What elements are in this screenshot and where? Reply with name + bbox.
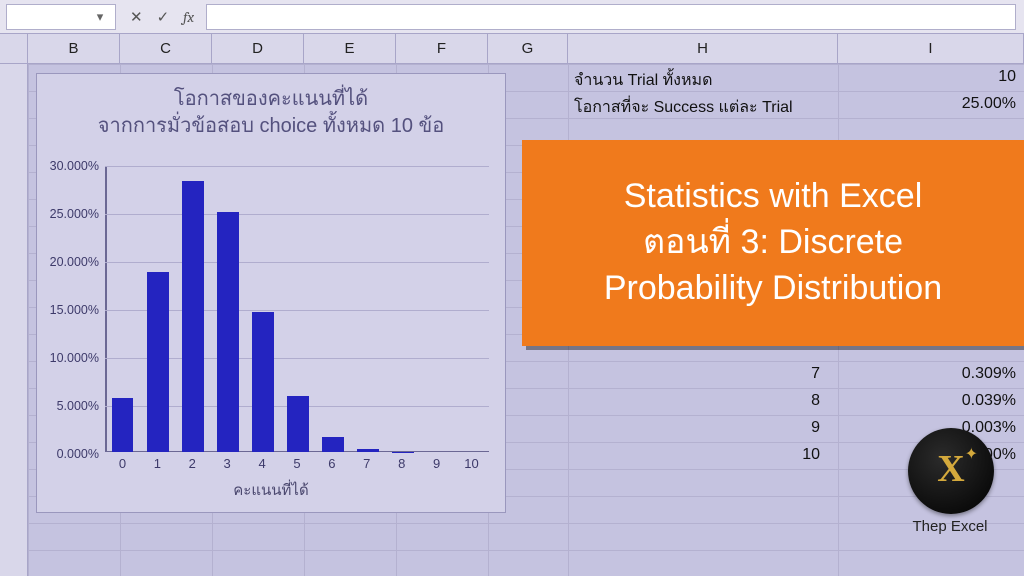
cell-I-1[interactable]: 25.00% (838, 95, 1016, 113)
fx-icon[interactable]: fx (183, 8, 194, 26)
ytick: 20.000% (50, 255, 99, 269)
bar (182, 181, 204, 452)
formula-bar: ▾ ✕ ✓ fx (0, 0, 1024, 34)
bar (287, 396, 309, 452)
wing-icon: ✦ (965, 444, 978, 464)
xtick: 0 (105, 456, 140, 478)
banner-text: Statistics with Excel ตอนที่ 3: Discrete… (604, 174, 942, 312)
column-header-C[interactable]: C (120, 34, 212, 63)
chart-title: โอกาสของคะแนนที่ได้ จากการมั่วข้อสอบ cho… (37, 74, 505, 146)
cell-H-12[interactable]: 8 (568, 392, 820, 410)
chart-title-line2: จากการมั่วข้อสอบ choice ทั้งหมด 10 ข้อ (47, 113, 495, 140)
formula-buttons: ✕ ✓ fx (130, 8, 194, 26)
ytick: 5.000% (57, 399, 99, 413)
column-header-D[interactable]: D (212, 34, 304, 63)
select-all-corner[interactable] (0, 34, 28, 63)
chart-xaxis: 012345678910 (105, 456, 489, 478)
cell-I-12[interactable]: 0.039% (838, 392, 1016, 410)
row-number-gutter (0, 64, 28, 576)
brand-name: Thep Excel (890, 518, 1010, 535)
column-header-I[interactable]: I (838, 34, 1024, 63)
bar (112, 398, 134, 452)
cancel-icon[interactable]: ✕ (130, 8, 143, 26)
xtick: 9 (419, 456, 454, 478)
probability-chart: โอกาสของคะแนนที่ได้ จากการมั่วข้อสอบ cho… (36, 73, 506, 513)
formula-input[interactable] (206, 4, 1016, 30)
banner-line1: Statistics with Excel (604, 174, 942, 220)
cell-H-13[interactable]: 9 (568, 419, 820, 437)
logo-letter: X (937, 447, 964, 491)
chart-xlabel: คะแนนที่ได้ (37, 478, 505, 502)
xtick: 1 (140, 456, 175, 478)
column-header-H[interactable]: H (568, 34, 838, 63)
xtick: 3 (210, 456, 245, 478)
column-headers: BCDEFGHI (0, 34, 1024, 64)
cell-I-11[interactable]: 0.309% (838, 365, 1016, 383)
cell-I-0[interactable]: 10 (838, 68, 1016, 86)
xtick: 2 (175, 456, 210, 478)
chart-plot-area (105, 166, 489, 452)
chart-yaxis: 0.000%5.000%10.000%15.000%20.000%25.000%… (37, 166, 105, 452)
xtick: 5 (280, 456, 315, 478)
column-header-B[interactable]: B (28, 34, 120, 63)
ytick: 30.000% (50, 159, 99, 173)
ytick: 0.000% (57, 447, 99, 461)
bar (322, 437, 344, 452)
ytick: 25.000% (50, 207, 99, 221)
cell-H-14[interactable]: 10 (568, 446, 820, 464)
name-box[interactable]: ▾ (6, 4, 116, 30)
xtick: 8 (384, 456, 419, 478)
bar (357, 449, 379, 452)
chevron-down-icon[interactable]: ▾ (91, 9, 109, 25)
xtick: 7 (349, 456, 384, 478)
bar (217, 212, 239, 452)
ytick: 10.000% (50, 351, 99, 365)
xtick: 6 (314, 456, 349, 478)
column-header-G[interactable]: G (488, 34, 568, 63)
cell-H-0[interactable]: จำนวน Trial ทั้งหมด (568, 68, 830, 93)
xtick: 10 (454, 456, 489, 478)
ytick: 15.000% (50, 303, 99, 317)
brand-logo: ✦ X (908, 428, 994, 514)
bar (252, 312, 274, 452)
bar (147, 272, 169, 452)
banner-line3: Probability Distribution (604, 266, 942, 312)
cell-H-11[interactable]: 7 (568, 365, 820, 383)
column-header-E[interactable]: E (304, 34, 396, 63)
banner-line2: ตอนที่ 3: Discrete (604, 220, 942, 266)
title-banner: Statistics with Excel ตอนที่ 3: Discrete… (522, 140, 1024, 346)
enter-icon[interactable]: ✓ (157, 8, 170, 26)
column-header-F[interactable]: F (396, 34, 488, 63)
chart-title-line1: โอกาสของคะแนนที่ได้ (47, 86, 495, 113)
cell-H-1[interactable]: โอกาสที่จะ Success แต่ละ Trial (568, 95, 830, 120)
xtick: 4 (245, 456, 280, 478)
